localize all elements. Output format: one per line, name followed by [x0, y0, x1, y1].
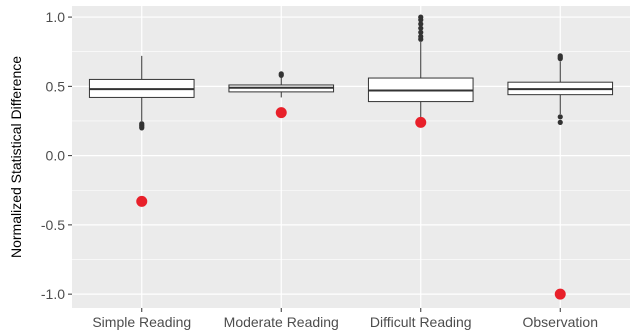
highlight-point: [554, 288, 566, 300]
highlight-point: [275, 107, 287, 119]
box-difficult-reading: [367, 14, 474, 121]
y-tick-label: 0.5: [46, 78, 66, 94]
y-axis-title: Normalized Statistical Difference: [8, 56, 24, 258]
y-tick-label: -0.5: [41, 217, 65, 233]
outlier-point: [557, 114, 563, 120]
box-moderate-reading: [228, 71, 335, 98]
box-simple-reading: [88, 55, 195, 131]
box-plots: [88, 14, 614, 131]
outlier-point: [418, 21, 424, 27]
highlight-points: [136, 107, 566, 300]
outlier-point: [139, 125, 145, 131]
x-tick-label: Observation: [523, 314, 598, 330]
box-observation: [507, 53, 614, 125]
outlier-point: [418, 14, 424, 20]
highlight-point: [415, 116, 427, 128]
highlight-point: [136, 195, 148, 207]
x-tick-label: Simple Reading: [92, 314, 191, 330]
outlier-point: [418, 29, 424, 35]
outlier-point: [278, 72, 284, 78]
x-tick-label: Difficult Reading: [370, 314, 472, 330]
y-tick-label: 1.0: [46, 9, 66, 25]
y-tick-label: -1.0: [41, 286, 65, 302]
outlier-point: [557, 119, 563, 125]
plot-panel: [72, 6, 630, 308]
outlier-point: [557, 53, 563, 59]
x-axis: Simple Reading Moderate Reading Difficult …: [92, 308, 598, 330]
outlier-point: [418, 25, 424, 31]
x-tick-label: Moderate Reading: [224, 314, 339, 330]
outlier-point: [418, 33, 424, 40]
y-tick-label: 0.0: [46, 148, 66, 164]
y-axis: -1.0 -0.5 0.0 0.5 1.0: [41, 9, 72, 302]
